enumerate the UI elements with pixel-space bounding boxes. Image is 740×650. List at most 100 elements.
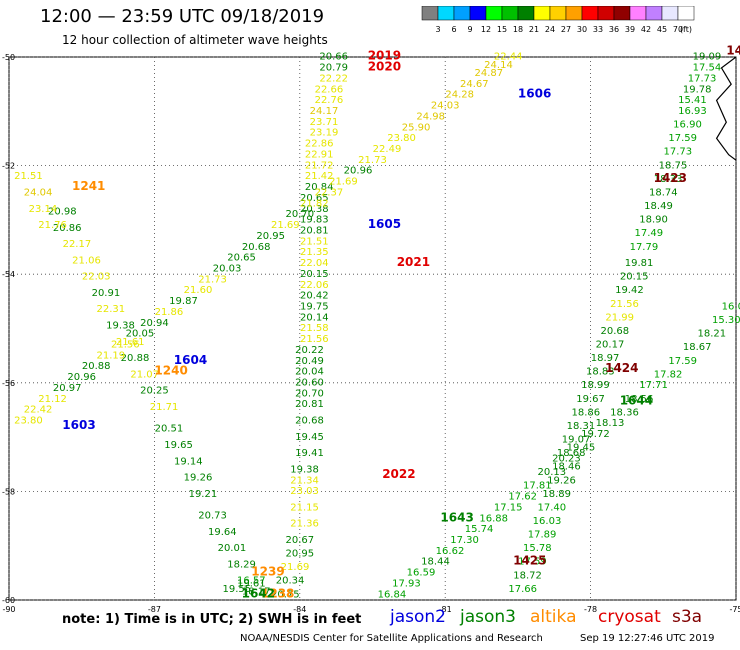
swh-value: 20.13	[537, 467, 566, 478]
colorbar-tick-label: 12	[481, 25, 491, 34]
swh-value: 18.75	[659, 160, 688, 171]
pass-time-label: 2022	[382, 467, 415, 481]
swh-value: 20.79	[319, 63, 348, 74]
swh-value: 18.36	[610, 407, 639, 418]
swh-value: 18.83	[586, 367, 615, 378]
swh-value: 18.67	[683, 342, 712, 353]
swh-value: 19.38	[290, 464, 319, 475]
swh-value: 21.35	[300, 247, 329, 258]
swh-value: 20.73	[198, 511, 227, 522]
swh-value: 19.45	[295, 432, 324, 443]
swh-value: 23.71	[310, 117, 339, 128]
swh-value: 21.15	[290, 502, 319, 513]
swh-value: 22.37	[315, 188, 344, 199]
swh-value: 20.88	[82, 361, 111, 372]
swh-value: 20.97	[53, 383, 82, 394]
colorbar-tick-label: 70	[673, 25, 683, 34]
swh-value: 20.96	[344, 166, 373, 177]
swh-value: 19.41	[295, 448, 324, 459]
swh-value: 19.09	[693, 52, 722, 63]
swh-value: 16.00	[722, 302, 740, 313]
pass-time-label: 2020	[368, 60, 401, 74]
swh-value: 18.72	[513, 570, 542, 581]
swh-value: 22.66	[315, 84, 344, 95]
swh-value: 16.90	[673, 120, 702, 131]
colorbar: 3 6 9 12 15 18 21 24 27 30 33 36 39 42 45 70(ft)	[421, 6, 695, 34]
pass-time-label: 1240	[154, 364, 187, 378]
swh-value: 21.60	[184, 285, 213, 296]
pass-time-label: 1423	[654, 171, 687, 185]
swh-value: 22.44	[494, 52, 523, 63]
swh-value: 22.31	[96, 304, 125, 315]
swh-value: 21.56	[300, 334, 329, 345]
swh-value: 17.82	[654, 369, 683, 380]
pass-time-label: 2019	[368, 49, 401, 63]
swh-value: 24.87	[474, 68, 503, 79]
swh-value: 17.79	[630, 242, 659, 253]
swh-value: 20.98	[48, 207, 77, 218]
lon-tick-label: -87	[148, 605, 161, 614]
pass-time-label: 1604	[174, 353, 207, 367]
lat-tick-label: -52	[2, 162, 15, 171]
swh-value: 20.51	[155, 424, 184, 435]
swh-value: 20.68	[295, 416, 324, 427]
swh-value: 19.65	[164, 440, 193, 451]
colorbar-tick-label: 3	[435, 25, 440, 34]
swh-value: 24.04	[24, 188, 53, 199]
swh-value: 20.15	[300, 269, 329, 280]
legend-jason3: jason3	[460, 607, 516, 627]
lon-tick-label: -90	[2, 605, 15, 614]
swh-value: 18.21	[697, 329, 726, 340]
plot-frame	[8, 56, 737, 601]
swh-value: 24.28	[445, 90, 474, 101]
swh-value: 18.46	[552, 462, 581, 473]
swh-value: 17.62	[508, 492, 537, 503]
swh-value: 21.56	[610, 299, 639, 310]
swh-value: 21.76	[38, 220, 67, 231]
swh-value: 18.68	[557, 448, 586, 459]
swh-value: 22.22	[319, 73, 348, 84]
swh-value: 22.76	[315, 95, 344, 106]
swh-value: 19.42	[615, 285, 644, 296]
swh-value: 21.06	[72, 255, 101, 266]
swh-value: 18.74	[649, 188, 678, 199]
swh-value: 19.26	[547, 475, 576, 486]
pass-time-label: 1239	[251, 565, 284, 579]
swh-value: 19.07	[562, 435, 591, 446]
swh-value: 20.70	[285, 209, 314, 220]
pass-time-label: 1605	[368, 217, 401, 231]
swh-value: 21.69	[329, 177, 358, 188]
swh-value: 20.15	[620, 272, 649, 283]
swh-value: 21.69	[281, 562, 310, 573]
swh-value: 21.51	[300, 236, 329, 247]
swh-value: 19.78	[683, 84, 712, 95]
swh-value: 20.96	[67, 372, 96, 383]
lon-tick-label: -81	[439, 605, 452, 614]
swh-value: 20.91	[92, 288, 121, 299]
pass-time-label: 14	[726, 43, 740, 57]
swh-value: 18.44	[421, 557, 450, 568]
page-title: 12:00 — 23:59 UTC 09/18/2019	[40, 6, 325, 27]
swh-value: 21.73	[198, 274, 227, 285]
swh-value: 22.06	[300, 280, 329, 291]
swh-value: 18.31	[567, 421, 596, 432]
swh-value: 15.78	[523, 543, 552, 554]
page-subtitle: 12 hour collection of altimeter wave hei…	[62, 33, 328, 47]
swh-value: 16.03	[533, 516, 562, 527]
swh-value: 19.75	[300, 302, 329, 313]
swh-value: 20.17	[596, 340, 625, 351]
swh-value: 19.87	[169, 296, 198, 307]
legend-cryosat: cryosat	[598, 607, 661, 627]
swh-value: 19.21	[189, 489, 218, 500]
swh-value: 20.95	[285, 549, 314, 560]
swh-value: 21.19	[96, 350, 125, 361]
swh-value: 21.07	[130, 369, 159, 380]
swh-value: 17.40	[537, 502, 566, 513]
swh-value: 22.42	[24, 405, 53, 416]
colorbar-tick-label: 15	[497, 25, 507, 34]
legend-jason2: jason2	[390, 607, 446, 627]
swh-value: 20.81	[300, 226, 329, 237]
swh-value: 19.61	[237, 578, 266, 589]
swh-value: 21.69	[271, 220, 300, 231]
